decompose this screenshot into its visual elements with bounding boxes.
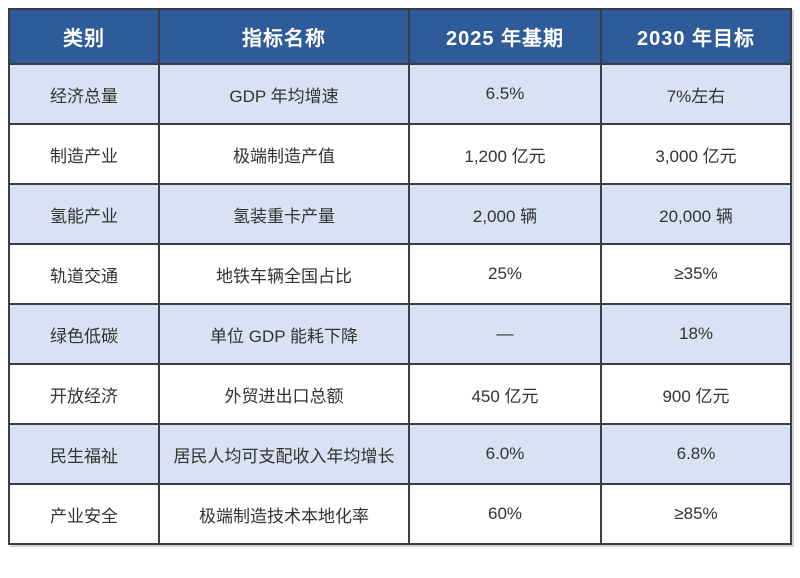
cell-indicator: 外贸进出口总额 [158,363,410,425]
table-header-row: 类别 指标名称 2025 年基期 2030 年目标 [8,8,792,65]
table-row: 氢能产业 氢装重卡产量 2,000 辆 20,000 辆 [8,183,792,245]
cell-indicator: 居民人均可支配收入年均增长 [158,423,410,485]
cell-2025: 60% [408,483,602,545]
cell-2025: 1,200 亿元 [408,123,602,185]
table-row: 经济总量 GDP 年均增速 6.5% 7%左右 [8,63,792,125]
cell-category: 产业安全 [8,483,160,545]
cell-indicator: 极端制造技术本地化率 [158,483,410,545]
table-row: 开放经济 外贸进出口总额 450 亿元 900 亿元 [8,363,792,425]
cell-2025: 6.0% [408,423,602,485]
cell-category: 制造产业 [8,123,160,185]
cell-category: 民生福祉 [8,423,160,485]
cell-indicator: 极端制造产值 [158,123,410,185]
cell-2030: ≥85% [600,483,792,545]
cell-indicator: GDP 年均增速 [158,63,410,125]
header-cell-category: 类别 [8,8,160,65]
cell-2025: 25% [408,243,602,305]
header-cell-2030-goal: 2030 年目标 [600,8,792,65]
table-row: 制造产业 极端制造产值 1,200 亿元 3,000 亿元 [8,123,792,185]
header-cell-2025-base: 2025 年基期 [408,8,602,65]
cell-category: 绿色低碳 [8,303,160,365]
table-row: 民生福祉 居民人均可支配收入年均增长 6.0% 6.8% [8,423,792,485]
cell-2025: 450 亿元 [408,363,602,425]
cell-2025: — [408,303,602,365]
cell-2030: 6.8% [600,423,792,485]
cell-category: 轨道交通 [8,243,160,305]
cell-2030: 7%左右 [600,63,792,125]
table-row: 轨道交通 地铁车辆全国占比 25% ≥35% [8,243,792,305]
indicators-table: 类别 指标名称 2025 年基期 2030 年目标 经济总量 GDP 年均增速 … [8,8,792,545]
cell-category: 氢能产业 [8,183,160,245]
cell-category: 开放经济 [8,363,160,425]
cell-2025: 6.5% [408,63,602,125]
cell-2030: 18% [600,303,792,365]
cell-2030: 900 亿元 [600,363,792,425]
header-cell-indicator: 指标名称 [158,8,410,65]
table-row: 产业安全 极端制造技术本地化率 60% ≥85% [8,483,792,545]
cell-2030: ≥35% [600,243,792,305]
table-row: 绿色低碳 单位 GDP 能耗下降 — 18% [8,303,792,365]
cell-indicator: 地铁车辆全国占比 [158,243,410,305]
cell-2030: 3,000 亿元 [600,123,792,185]
cell-2025: 2,000 辆 [408,183,602,245]
cell-indicator: 单位 GDP 能耗下降 [158,303,410,365]
cell-2030: 20,000 辆 [600,183,792,245]
cell-indicator: 氢装重卡产量 [158,183,410,245]
cell-category: 经济总量 [8,63,160,125]
